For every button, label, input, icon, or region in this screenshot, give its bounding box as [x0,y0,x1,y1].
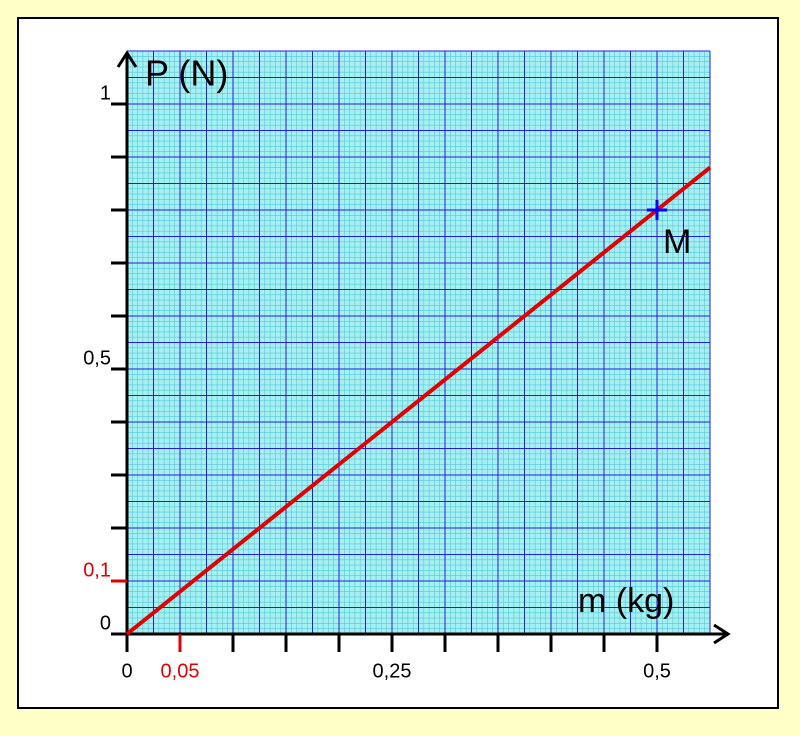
y-tick-label: 0 [100,612,111,634]
grid [126,50,711,635]
y-tick-label: 1 [100,82,111,104]
x-tick-label: 0 [121,660,132,682]
y-axis-arrow [116,50,138,68]
point-label: M [663,223,691,261]
y-axis-label: P (N) [145,53,228,94]
x-tick-label: 0,05 [161,660,200,682]
y-tick-label: 0,1 [83,559,111,581]
y-tick-label: 0,5 [83,347,111,369]
x-tick-label: 0,5 [643,660,671,682]
point-m [647,200,667,220]
x-axis-arrow [713,623,731,645]
x-tick-label: 0,25 [373,660,412,682]
plot: 0 0,05 0,25 0,5 0 0,1 0,5 1 M [83,50,731,682]
x-axis-label: m (kg) [578,582,674,620]
